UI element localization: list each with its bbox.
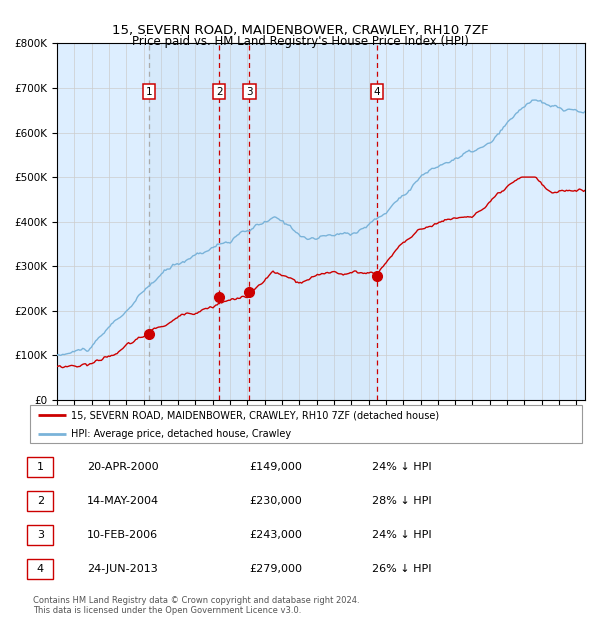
Text: 24% ↓ HPI: 24% ↓ HPI: [372, 529, 431, 540]
Text: 24% ↓ HPI: 24% ↓ HPI: [372, 461, 431, 472]
Text: £230,000: £230,000: [249, 495, 302, 506]
Text: 3: 3: [37, 529, 44, 540]
Text: 15, SEVERN ROAD, MAIDENBOWER, CRAWLEY, RH10 7ZF (detached house): 15, SEVERN ROAD, MAIDENBOWER, CRAWLEY, R…: [71, 410, 440, 420]
FancyBboxPatch shape: [30, 405, 582, 443]
Text: 26% ↓ HPI: 26% ↓ HPI: [372, 564, 431, 574]
Text: 2: 2: [216, 87, 223, 97]
Text: HPI: Average price, detached house, Crawley: HPI: Average price, detached house, Craw…: [71, 428, 292, 439]
Bar: [219, 43, 377, 400]
Text: 10-FEB-2006: 10-FEB-2006: [87, 529, 158, 540]
Text: 4: 4: [374, 87, 380, 97]
FancyBboxPatch shape: [27, 559, 53, 579]
FancyBboxPatch shape: [27, 456, 53, 477]
Text: £149,000: £149,000: [249, 461, 302, 472]
Text: 14-MAY-2004: 14-MAY-2004: [87, 495, 159, 506]
Text: 4: 4: [37, 564, 44, 574]
FancyBboxPatch shape: [27, 490, 53, 511]
Text: 1: 1: [145, 87, 152, 97]
Text: 24-JUN-2013: 24-JUN-2013: [87, 564, 158, 574]
Text: £243,000: £243,000: [249, 529, 302, 540]
Text: 20-APR-2000: 20-APR-2000: [87, 461, 158, 472]
Text: Contains HM Land Registry data © Crown copyright and database right 2024.
This d: Contains HM Land Registry data © Crown c…: [33, 596, 359, 615]
Text: 1: 1: [37, 461, 44, 472]
Text: 2: 2: [37, 495, 44, 506]
Text: 28% ↓ HPI: 28% ↓ HPI: [372, 495, 431, 506]
Text: £279,000: £279,000: [249, 564, 302, 574]
Bar: [149, 43, 219, 400]
Text: 3: 3: [246, 87, 253, 97]
FancyBboxPatch shape: [27, 525, 53, 545]
Text: 15, SEVERN ROAD, MAIDENBOWER, CRAWLEY, RH10 7ZF: 15, SEVERN ROAD, MAIDENBOWER, CRAWLEY, R…: [112, 24, 488, 37]
Text: Price paid vs. HM Land Registry's House Price Index (HPI): Price paid vs. HM Land Registry's House …: [131, 35, 469, 48]
